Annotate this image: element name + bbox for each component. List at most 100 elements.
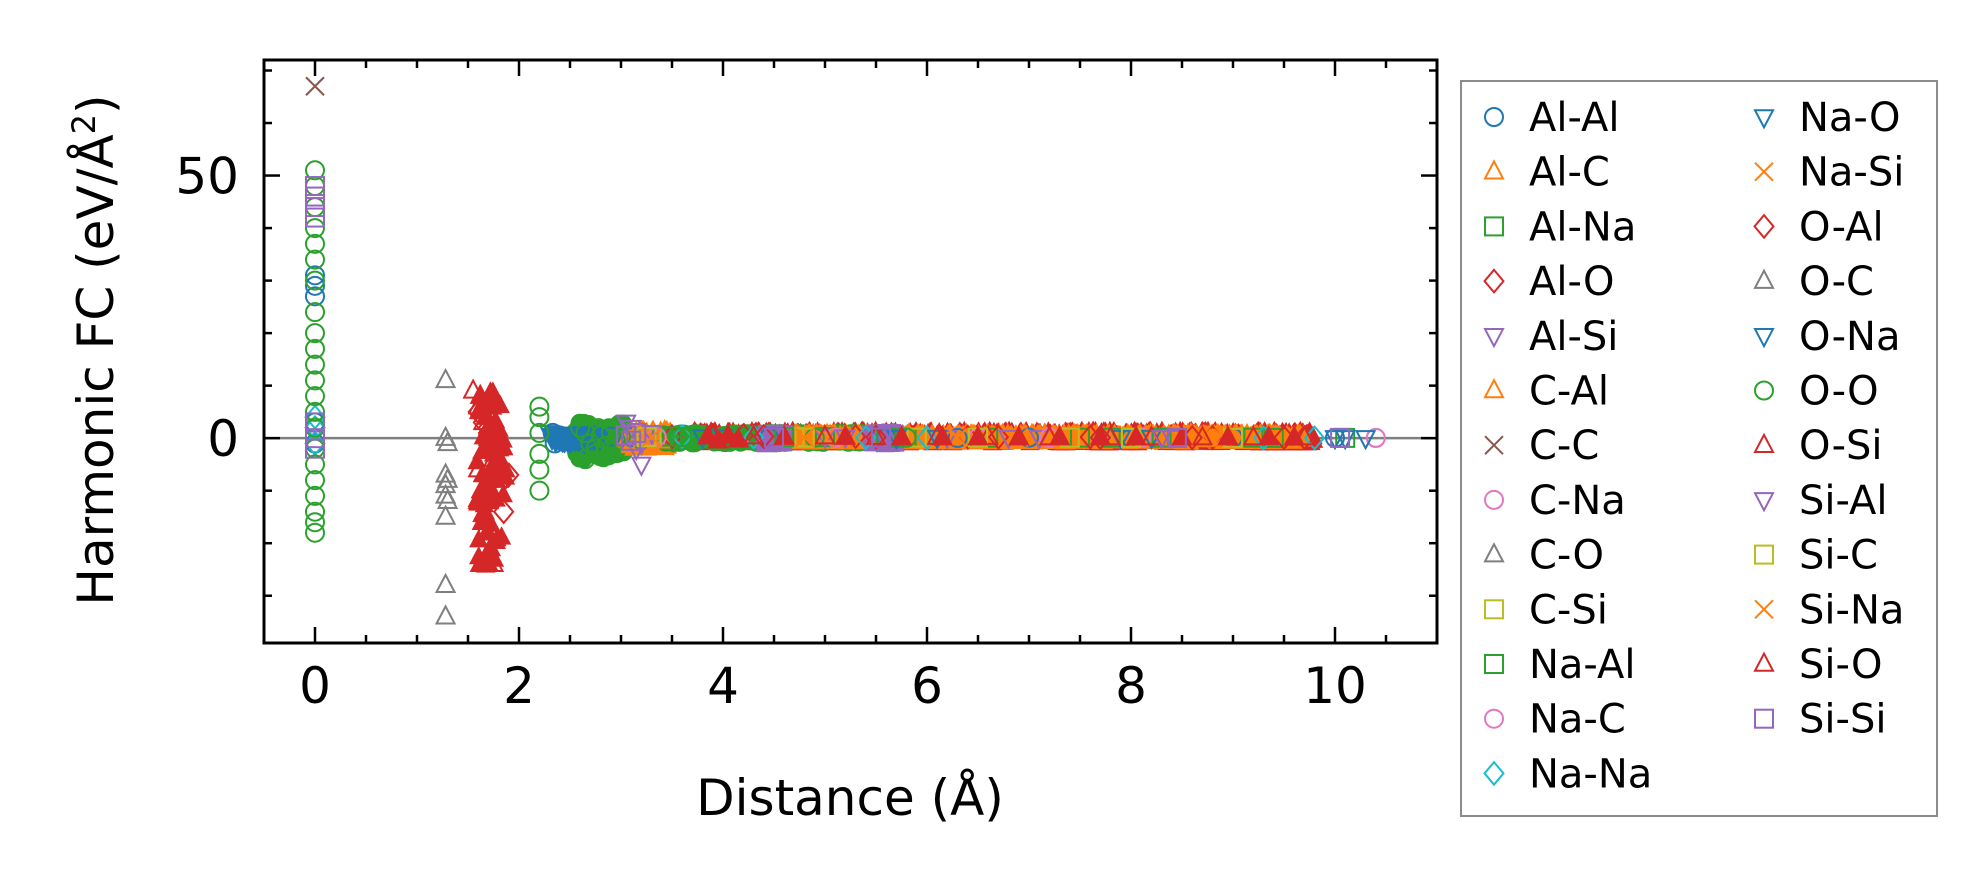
legend-marker — [1484, 708, 1504, 729]
legend-label: Si-Al — [1799, 478, 1888, 524]
legend-label: O-O — [1799, 369, 1879, 415]
x-tick-label: 0 — [299, 657, 331, 715]
legend-label: O-C — [1799, 259, 1874, 305]
legend-item-al-al: Al-Al — [1484, 95, 1620, 141]
data-point — [483, 441, 506, 462]
data-point — [977, 424, 999, 445]
data-point — [305, 501, 325, 522]
data-point — [487, 467, 510, 488]
legend-marker — [1483, 378, 1505, 399]
data-point — [672, 427, 693, 448]
data-point — [605, 430, 626, 451]
legend-item-c-al: C-Al — [1483, 369, 1609, 415]
data-point — [436, 488, 459, 509]
legend-label: Na-Al — [1529, 642, 1635, 688]
axis-ticks: 0 2 4 6 8 10 0 50 — [175, 60, 1437, 715]
data-point — [305, 270, 325, 291]
legend-marker — [1754, 599, 1774, 620]
data-point — [305, 176, 325, 197]
data-point — [305, 470, 325, 491]
data-point — [626, 422, 647, 443]
data-point — [529, 396, 550, 417]
data-point — [1048, 425, 1071, 446]
data-point — [434, 604, 457, 625]
series-o-c — [436, 430, 459, 509]
legend-item-si-na: Si-Na — [1754, 587, 1904, 633]
series-si-o — [469, 383, 1305, 572]
data-point — [636, 427, 657, 448]
legend-label: Si-Na — [1799, 587, 1904, 633]
legend-label: O-Al — [1799, 204, 1884, 250]
data-point — [834, 424, 857, 445]
data-point — [474, 488, 496, 509]
legend-item-o-al: O-Al — [1753, 204, 1884, 250]
data-point — [529, 459, 550, 480]
legend-label: Na-Si — [1799, 150, 1904, 196]
legend-item-c-na: C-Na — [1484, 478, 1626, 524]
data-point — [1150, 429, 1173, 451]
data-point — [436, 430, 459, 452]
data-point — [1038, 425, 1061, 446]
data-point — [434, 367, 457, 389]
data-point — [305, 438, 325, 459]
legend-label: Si-C — [1799, 533, 1878, 579]
data-point — [671, 423, 693, 450]
data-point — [1099, 425, 1122, 446]
data-point — [794, 427, 815, 448]
x-tick-label: 10 — [1303, 657, 1367, 715]
series-o-o — [305, 160, 917, 543]
data-point — [1140, 429, 1163, 451]
data-point — [305, 338, 325, 359]
legend-marker — [1753, 109, 1775, 130]
legend-label: Al-Al — [1529, 95, 1620, 141]
data-point — [575, 449, 596, 470]
legend-label: C-Al — [1529, 369, 1609, 415]
data-point — [585, 443, 606, 464]
data-point — [529, 480, 550, 501]
legend-label: O-Na — [1799, 314, 1900, 360]
legend-label: Al-O — [1529, 259, 1615, 305]
legend-marker — [1483, 328, 1505, 349]
legend-marker — [1484, 599, 1504, 620]
data-point — [305, 233, 325, 254]
legend-label: C-Si — [1529, 587, 1608, 633]
data-point — [585, 438, 606, 459]
data-point — [436, 467, 459, 488]
data-point — [305, 76, 325, 96]
legend-item-si-si: Si-Si — [1754, 697, 1886, 743]
data-point — [480, 457, 503, 478]
data-point — [616, 425, 637, 446]
data-point — [764, 427, 784, 448]
data-point — [305, 249, 325, 270]
data-point — [1070, 427, 1090, 448]
data-point — [305, 218, 325, 239]
band-point — [480, 381, 501, 400]
x-tick-label: 2 — [503, 657, 535, 715]
series-c-c — [305, 76, 325, 96]
data-point — [476, 520, 499, 541]
data-point — [305, 485, 325, 506]
data-point — [997, 425, 1020, 446]
data-point — [467, 457, 489, 478]
data-point — [492, 498, 515, 525]
legend-marker — [1753, 268, 1775, 289]
legend-item-si-c: Si-C — [1754, 533, 1878, 579]
legend-item-na-al: Na-Al — [1484, 642, 1635, 688]
legend-item-na-na: Na-Na — [1483, 751, 1652, 797]
legend-item-na-si: Na-Si — [1754, 150, 1904, 196]
data-point — [1354, 430, 1377, 451]
data-point — [727, 427, 749, 448]
data-point — [538, 425, 561, 446]
data-point — [549, 427, 571, 449]
data-point — [486, 420, 509, 441]
data-point — [1293, 425, 1316, 446]
data-point — [529, 443, 550, 464]
x-tick-label: 4 — [707, 657, 739, 715]
legend-item-si-al: Si-Al — [1753, 478, 1888, 524]
data-point — [305, 354, 325, 375]
data-point — [305, 454, 325, 475]
data-point — [621, 430, 642, 451]
data-point — [1242, 425, 1265, 446]
legend-item-si-o: Si-O — [1753, 642, 1883, 688]
legend-item-al-o: Al-O — [1483, 259, 1615, 305]
